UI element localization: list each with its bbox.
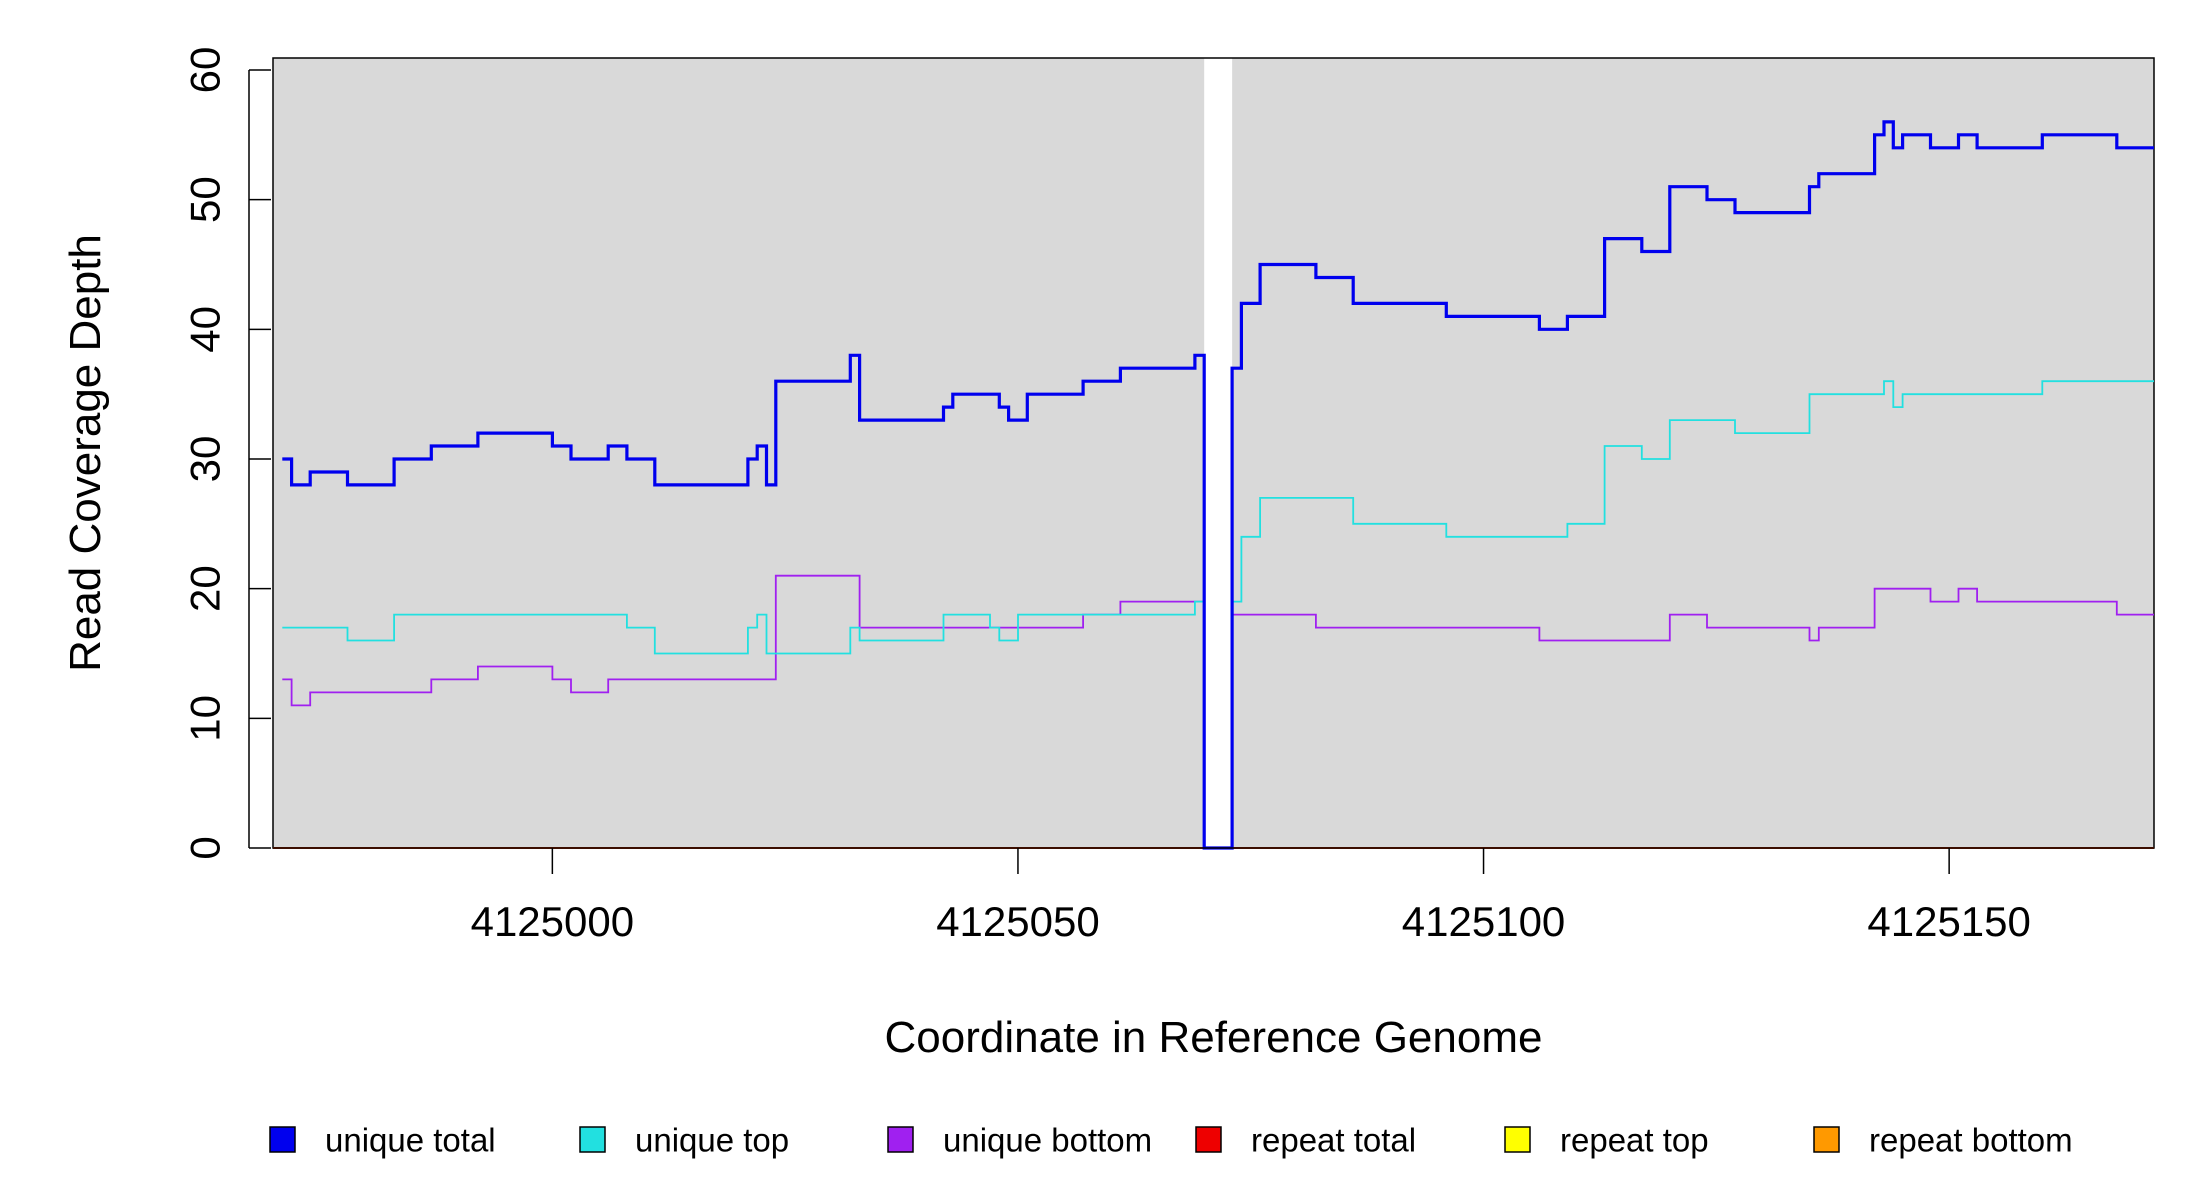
legend-label-unique-total: unique total bbox=[325, 1122, 496, 1159]
y-tick-label: 0 bbox=[182, 836, 229, 859]
gap-region bbox=[1204, 58, 1233, 848]
legend-label-repeat-top: repeat top bbox=[1560, 1122, 1709, 1159]
y-tick-label: 30 bbox=[182, 436, 229, 483]
series-line-unique-total bbox=[282, 120, 2154, 850]
y-axis-title: Read Coverage Depth bbox=[61, 234, 110, 672]
legend-swatch-unique-total bbox=[269, 1126, 296, 1153]
y-tick-label: 40 bbox=[182, 306, 229, 353]
x-tick-label: 4125150 bbox=[1867, 898, 2031, 945]
legend-label-unique-top: unique top bbox=[635, 1122, 789, 1159]
legend-swatch-repeat-bottom bbox=[1813, 1126, 1840, 1153]
legend-swatch-unique-top bbox=[579, 1126, 606, 1153]
legend: unique total unique top unique bottom repea… bbox=[269, 1122, 2073, 1159]
y-axis: 0 10 20 30 40 50 60 bbox=[182, 47, 271, 860]
legend-swatch-repeat-top bbox=[1504, 1126, 1531, 1153]
y-tick-label: 10 bbox=[182, 695, 229, 742]
x-tick-label: 4125050 bbox=[936, 898, 1100, 945]
x-axis: 4125000 4125050 4125100 4125150 bbox=[273, 847, 2154, 945]
x-tick-label: 4125100 bbox=[1402, 898, 1566, 945]
x-axis-title: Coordinate in Reference Genome bbox=[885, 1013, 1543, 1062]
legend-swatch-unique-bottom bbox=[887, 1126, 914, 1153]
legend-label-repeat-total: repeat total bbox=[1251, 1122, 1416, 1159]
legend-label-repeat-bottom: repeat bottom bbox=[1869, 1122, 2073, 1159]
legend-label-unique-bottom: unique bottom bbox=[943, 1122, 1152, 1159]
legend-swatch-repeat-total bbox=[1195, 1126, 1222, 1153]
y-tick-label: 60 bbox=[182, 47, 229, 94]
y-tick-label: 50 bbox=[182, 176, 229, 223]
y-tick-label: 20 bbox=[182, 565, 229, 612]
x-tick-label: 4125000 bbox=[471, 898, 635, 945]
